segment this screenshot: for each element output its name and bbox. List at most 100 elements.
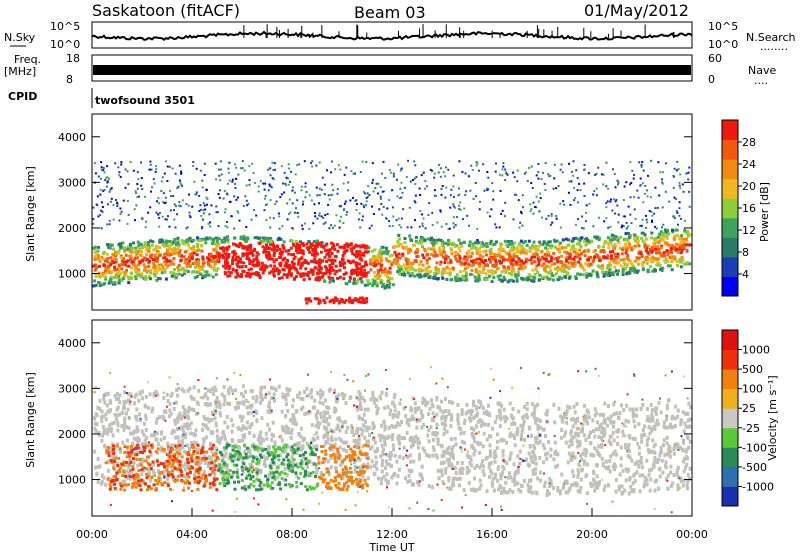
scatter-cell: [152, 262, 155, 265]
scatter-cell: [396, 460, 399, 464]
scatter-cell: [185, 265, 188, 268]
scatter-cell: [163, 245, 166, 248]
scatter-cell: [467, 250, 470, 253]
scatter-cell: [399, 268, 402, 271]
scatter-cell: [502, 248, 505, 251]
scatter-cell: [419, 194, 421, 196]
scatter-cell: [648, 469, 651, 473]
scatter-cell: [441, 188, 443, 190]
scatter-cell: [595, 253, 598, 256]
scatter-cell: [278, 213, 280, 215]
scatter-cell: [552, 279, 555, 282]
scatter-cell: [683, 191, 685, 193]
scatter-cell: [421, 174, 423, 176]
scatter-cell: [467, 410, 470, 414]
scatter-cell: [110, 281, 113, 284]
scatter-cell: [535, 462, 538, 466]
scatter-cell: [583, 183, 585, 185]
scatter-cell: [616, 442, 619, 446]
scatter-cell: [380, 259, 383, 262]
scatter-cell: [426, 253, 429, 256]
scatter-cell: [468, 225, 470, 227]
scatter-cell: [421, 254, 424, 257]
scatter-cell: [453, 196, 455, 198]
scatter-cell: [615, 186, 617, 188]
scatter-cell: [544, 434, 547, 438]
scatter-cell: [574, 275, 577, 278]
scatter-cell: [547, 173, 549, 175]
scatter-cell: [624, 238, 627, 241]
scatter-cell: [141, 246, 144, 249]
scatter-cell: [335, 427, 338, 431]
scatter-cell: [117, 166, 119, 168]
scatter-cell: [245, 237, 248, 240]
scatter-cell: [654, 269, 657, 272]
scatter-cell: [367, 185, 369, 187]
scatter-cell: [247, 257, 250, 260]
scatter-cell: [97, 457, 100, 461]
scatter-cell: [215, 178, 217, 180]
scatter-cell: [240, 244, 243, 247]
scatter-cell: [265, 247, 268, 250]
power-scatter: [92, 160, 692, 305]
scatter-cell: [422, 225, 424, 227]
scatter-cell: [166, 393, 169, 397]
scatter-cell: [530, 210, 532, 212]
scatter-cell: [226, 226, 228, 228]
scatter-cell: [657, 401, 660, 405]
scatter-cell: [286, 259, 289, 262]
scatter-cell: [562, 171, 564, 173]
scatter-cell: [302, 203, 304, 205]
scatter-cell: [574, 410, 577, 414]
scatter-cell: [189, 431, 192, 435]
scatter-cell: [449, 278, 452, 281]
scatter-cell: [617, 270, 620, 273]
scatter-cell: [435, 241, 438, 244]
scatter-cell: [441, 194, 443, 196]
scatter-cell: [633, 178, 635, 180]
scatter-cell: [417, 255, 420, 258]
scatter-cell: [265, 437, 268, 441]
scatter-cell: [673, 215, 675, 217]
scatter-cell: [313, 240, 316, 243]
scatter-cell: [419, 226, 421, 228]
scatter-cell: [347, 246, 350, 249]
scatter-cell: [233, 253, 236, 256]
scatter-cell: [571, 171, 573, 173]
scatter-cell: [382, 191, 384, 193]
scatter-cell: [419, 188, 421, 190]
scatter-cell: [135, 253, 138, 256]
scatter-cell: [165, 263, 168, 266]
scatter-cell: [384, 177, 386, 179]
scatter-cell: [398, 273, 401, 276]
scatter-cell: [410, 181, 412, 183]
scatter-cell: [155, 165, 157, 167]
scatter-cell: [533, 241, 536, 244]
scatter-cell: [248, 431, 251, 435]
scatter-cell: [160, 190, 162, 192]
scatter-cell: [226, 193, 228, 195]
scatter-cell: [141, 188, 143, 190]
scatter-cell: [121, 267, 124, 270]
scatter-cell: [377, 254, 380, 257]
scatter-cell: [328, 264, 331, 267]
scatter-cell: [324, 193, 326, 195]
scatter-cell: [270, 438, 273, 442]
scatter-cell: [512, 172, 514, 174]
scatter-cell: [663, 254, 666, 257]
scatter-cell: [224, 211, 226, 213]
scatter-cell: [214, 262, 217, 265]
scatter-cell: [451, 401, 454, 405]
scatter-cell: [536, 196, 538, 198]
scatter-cell: [478, 270, 481, 273]
scatter-cell: [237, 210, 239, 212]
scatter-cell: [389, 255, 392, 258]
scatter-cell: [227, 253, 230, 256]
scatter-cell: [208, 258, 211, 261]
scatter-cell: [671, 268, 674, 271]
scatter-cell: [295, 269, 298, 272]
scatter-cell: [348, 280, 351, 283]
scatter-cell: [549, 277, 552, 280]
scatter-cell: [561, 246, 564, 249]
